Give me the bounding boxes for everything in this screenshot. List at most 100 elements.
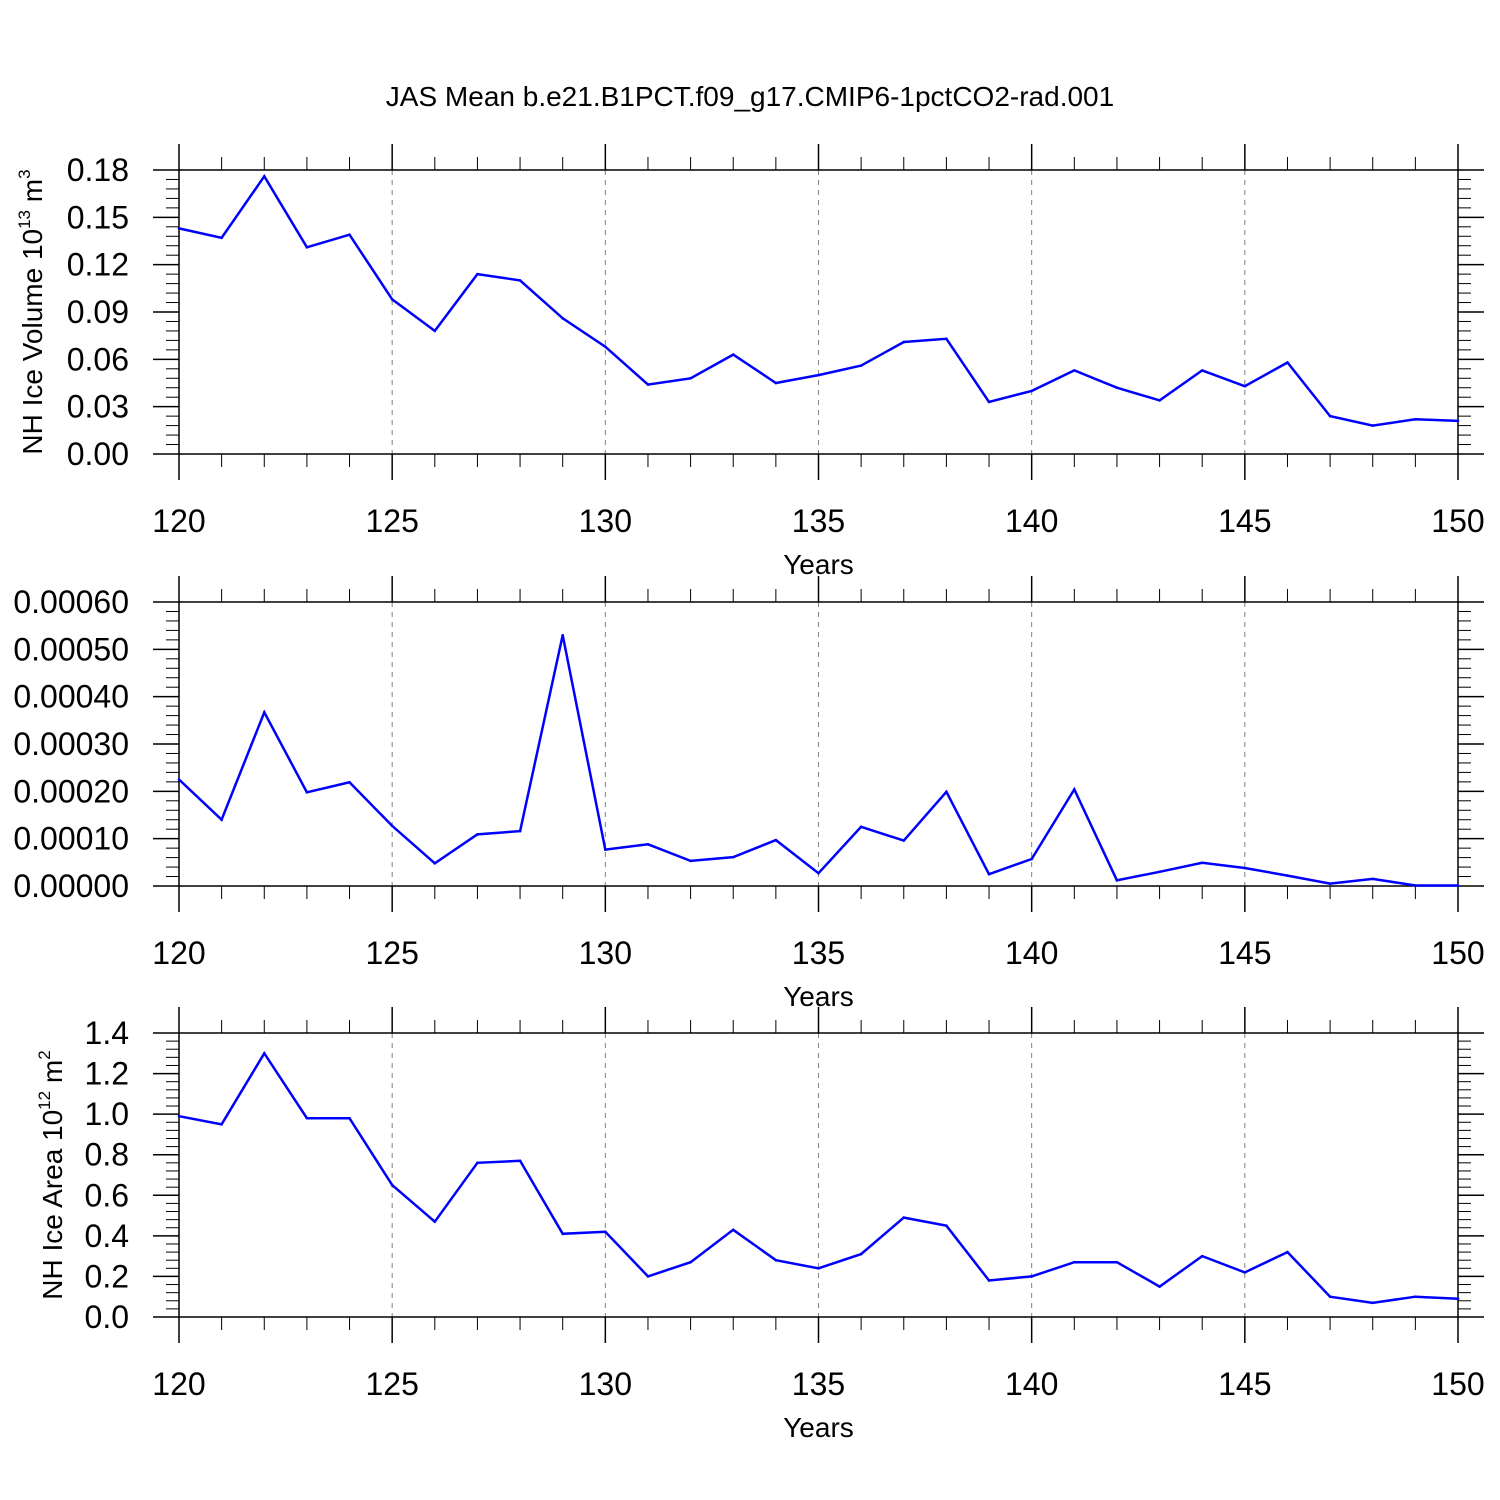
panel-3: 120 125 130 135 140 145 150 0.0 0.2 0.4 0.6 0.8 1.0 1… <box>35 1007 1485 1443</box>
y-axis-label-sup1: 13 <box>15 210 34 229</box>
data-point <box>774 1258 778 1262</box>
data-point <box>604 1230 607 1234</box>
data-point <box>1200 861 1204 865</box>
data-point <box>1371 877 1375 881</box>
data-point <box>1328 882 1332 885</box>
y-tick-label: 0.00040 <box>13 679 129 715</box>
x-tick-label: 130 <box>579 503 632 539</box>
data-point <box>390 1183 394 1187</box>
y-tick-label: 0.09 <box>67 294 129 330</box>
x-tick-label: 135 <box>792 935 845 971</box>
data-point <box>1456 884 1460 887</box>
x-tick-label: 150 <box>1431 503 1484 539</box>
x-tick-label: 150 <box>1431 935 1484 971</box>
data-point <box>1115 879 1119 882</box>
y-axis-label-unit: m <box>37 1060 68 1091</box>
data-point <box>1243 1271 1247 1274</box>
y-tick-label: 0.15 <box>67 199 129 235</box>
data-point <box>220 1122 223 1126</box>
x-tick-label: 125 <box>365 503 418 539</box>
data-point <box>348 233 351 236</box>
data-point <box>476 272 479 276</box>
data-point <box>859 364 863 367</box>
data-point <box>348 1116 351 1120</box>
data-point <box>1414 884 1417 887</box>
data-point <box>646 383 650 386</box>
data-point <box>1030 389 1033 393</box>
y-axis-label-sup2: 2 <box>35 1050 54 1059</box>
x-tick-label: 145 <box>1218 1366 1271 1402</box>
y-tick-label: 0.6 <box>85 1177 129 1213</box>
data-point <box>1030 857 1033 861</box>
data-point <box>1328 414 1332 418</box>
data-point <box>731 1228 735 1232</box>
x-tick-label: 140 <box>1005 935 1058 971</box>
y-tick-label: 0.06 <box>67 341 129 377</box>
panel-1: 120 125 130 135 140 145 150 0.00 0.03 0.06 0.09 0.1… <box>15 144 1485 580</box>
data-point <box>902 839 906 842</box>
data-point <box>987 872 991 876</box>
data-point <box>689 859 692 863</box>
data-point <box>646 843 650 846</box>
y-tick-label: 0.2 <box>85 1258 129 1294</box>
x-tick-label: 130 <box>579 1366 632 1402</box>
data-point <box>987 400 991 404</box>
x-tick-label: 120 <box>152 1366 205 1402</box>
data-point <box>817 1267 820 1270</box>
x-tick-label: 135 <box>792 1366 845 1402</box>
x-tick-label: 140 <box>1005 1366 1058 1402</box>
panel-2: 120 125 130 135 140 145 150 0.00000 0.00010 0.000… <box>13 576 1485 1012</box>
y-axis-label: NH Ice Area 1012 m2 <box>35 1050 68 1299</box>
data-point <box>1286 1250 1289 1254</box>
x-tick-label: 135 <box>792 503 845 539</box>
x-tick-label: 150 <box>1431 1366 1484 1402</box>
x-tick-label: 120 <box>152 935 205 971</box>
data-point <box>177 1114 181 1118</box>
y-tick-label: 0.00000 <box>13 868 129 904</box>
x-axis-label: Years <box>783 981 854 1012</box>
data-point <box>689 376 692 380</box>
data-point <box>689 1260 692 1264</box>
figure-title: JAS Mean b.e21.B1PCT.f09_g17.CMIP6-1pctC… <box>386 81 1114 112</box>
data-point <box>1286 874 1289 877</box>
y-axis-label-sup2: 3 <box>15 169 34 178</box>
y-tick-label: 0.00060 <box>13 584 129 620</box>
x-tick-label: 130 <box>579 935 632 971</box>
data-point <box>305 1116 309 1120</box>
data-point <box>1073 788 1076 791</box>
x-axis-label: Years <box>783 1412 854 1443</box>
data-point <box>817 871 820 875</box>
data-point <box>476 833 479 836</box>
data-point <box>305 790 309 794</box>
data-point <box>262 175 266 178</box>
y-tick-label: 0.00050 <box>13 631 129 667</box>
data-point <box>518 829 522 833</box>
data-point <box>1414 1295 1417 1299</box>
y-tick-label: 0.4 <box>85 1218 129 1254</box>
x-tick-label: 125 <box>365 1366 418 1402</box>
data-point <box>859 1252 863 1256</box>
data-point <box>262 710 266 714</box>
data-point <box>220 818 223 822</box>
y-axis-label-unit: m <box>17 179 48 210</box>
data-point <box>945 337 948 341</box>
data-point <box>518 279 522 282</box>
data-point <box>561 317 564 320</box>
data-point <box>433 329 437 333</box>
data-point <box>1030 1275 1033 1278</box>
data-point <box>390 824 394 828</box>
data-point <box>731 353 735 356</box>
y-tick-label: 1.2 <box>85 1056 129 1092</box>
y-tick-label: 0.00 <box>67 436 129 472</box>
data-point <box>1371 424 1375 427</box>
y-tick-label: 0.12 <box>67 247 129 283</box>
data-point <box>561 1232 564 1236</box>
data-point <box>1115 386 1119 390</box>
data-point <box>731 855 735 859</box>
data-point <box>1200 1254 1204 1258</box>
data-point <box>476 1161 479 1165</box>
data-point <box>1115 1260 1119 1264</box>
x-tick-label: 145 <box>1218 503 1271 539</box>
y-tick-label: 0.0 <box>85 1299 129 1335</box>
